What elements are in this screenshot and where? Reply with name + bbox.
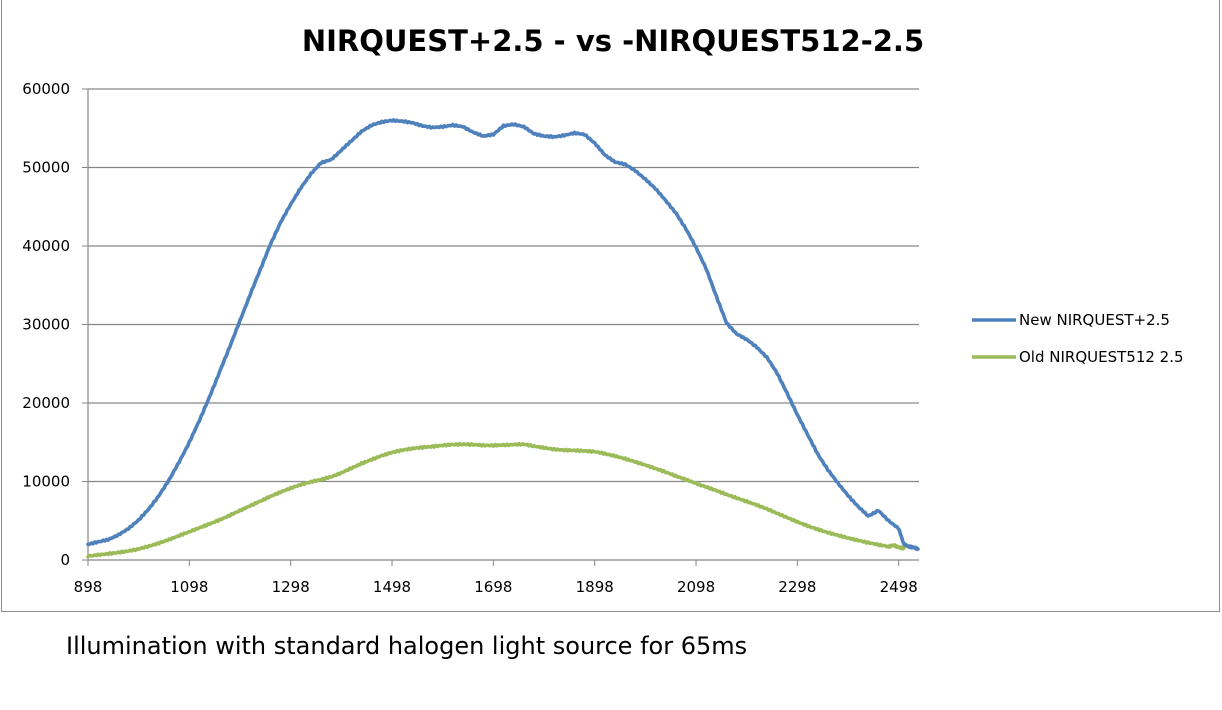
chart-title: NIRQUEST+2.5 - vs -NIRQUEST512-2.5	[302, 24, 924, 58]
y-tick-label: 40000	[22, 237, 70, 255]
y-tick-label: 30000	[22, 316, 70, 334]
x-tick-label: 1698	[474, 578, 512, 596]
y-tick-label: 0	[60, 551, 70, 569]
x-tick-label: 2298	[778, 578, 816, 596]
x-tick-label: 1898	[576, 578, 614, 596]
x-tick-label: 1098	[170, 578, 208, 596]
series-lines	[86, 118, 920, 559]
y-tick-label: 20000	[22, 394, 70, 412]
chart-svg: NIRQUEST+2.5 - vs -NIRQUEST512-2.5 0 1000…	[22, 24, 1184, 596]
x-tick-labels: 898 1098 1298 1498 1698 1898 2098 2298 2498	[74, 578, 918, 596]
legend-label-old: Old NIRQUEST512 2.5	[1019, 348, 1184, 366]
y-tick-label: 10000	[22, 473, 70, 491]
gridlines	[88, 88, 919, 483]
axes	[82, 88, 919, 566]
y-tick-label: 60000	[22, 80, 70, 98]
x-tick-label: 898	[74, 578, 103, 596]
x-tick-label: 1498	[373, 578, 411, 596]
series-line-0	[86, 118, 920, 552]
x-tick-label: 2498	[880, 578, 918, 596]
y-tick-labels: 0 10000 20000 30000 40000 50000 60000	[22, 80, 70, 569]
legend: New NIRQUEST+2.5 Old NIRQUEST512 2.5	[972, 311, 1184, 366]
y-tick-label: 50000	[22, 159, 70, 177]
caption: Illumination with standard halogen light…	[66, 632, 748, 660]
series-line-1	[86, 441, 906, 559]
legend-label-new: New NIRQUEST+2.5	[1019, 311, 1170, 329]
x-tick-label: 2098	[677, 578, 715, 596]
x-tick-label: 1298	[272, 578, 310, 596]
chart-frame: NIRQUEST+2.5 - vs -NIRQUEST512-2.5 0 1000…	[1, 0, 1220, 612]
